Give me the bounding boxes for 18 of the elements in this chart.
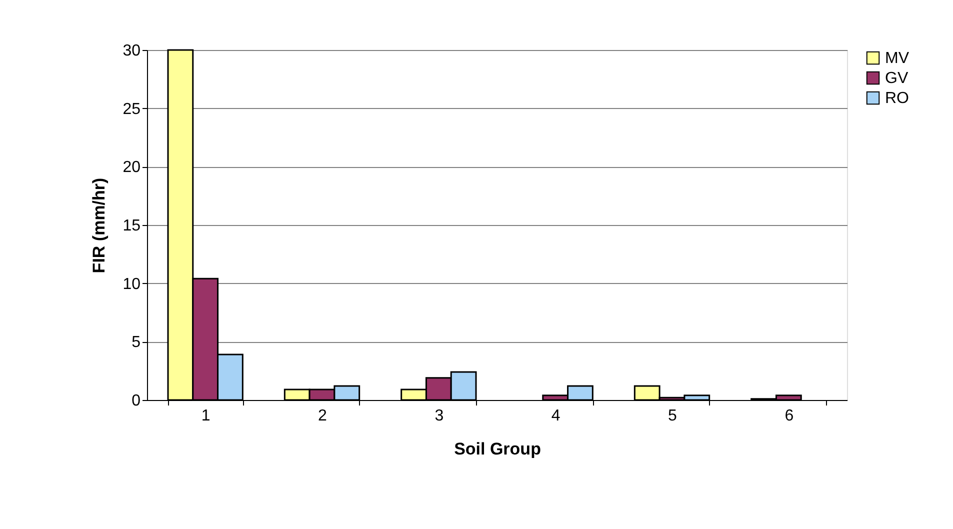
- x-tick-label: 4: [551, 408, 560, 424]
- y-tick-label: 10: [122, 276, 141, 293]
- x-tick-label: 2: [318, 408, 328, 424]
- x-tick-label: 5: [668, 408, 678, 424]
- x-tick-label: 3: [434, 408, 444, 424]
- legend-label: GV: [885, 70, 908, 87]
- legend-label: MV: [885, 50, 910, 67]
- y-tick-label: 30: [122, 42, 141, 60]
- y-tick-label: 5: [132, 334, 141, 352]
- y-tick-label: 15: [122, 218, 141, 234]
- y-axis-title: FIR (mm/hr): [90, 178, 109, 274]
- x-tick-label: 1: [201, 408, 210, 424]
- x-tick-label: 6: [784, 408, 794, 424]
- legend-label: RO: [885, 90, 909, 107]
- y-tick-label: 20: [122, 159, 141, 176]
- y-tick-label: 0: [132, 392, 141, 410]
- y-tick-label: 25: [122, 100, 141, 118]
- x-axis-title: Soil Group: [454, 440, 541, 458]
